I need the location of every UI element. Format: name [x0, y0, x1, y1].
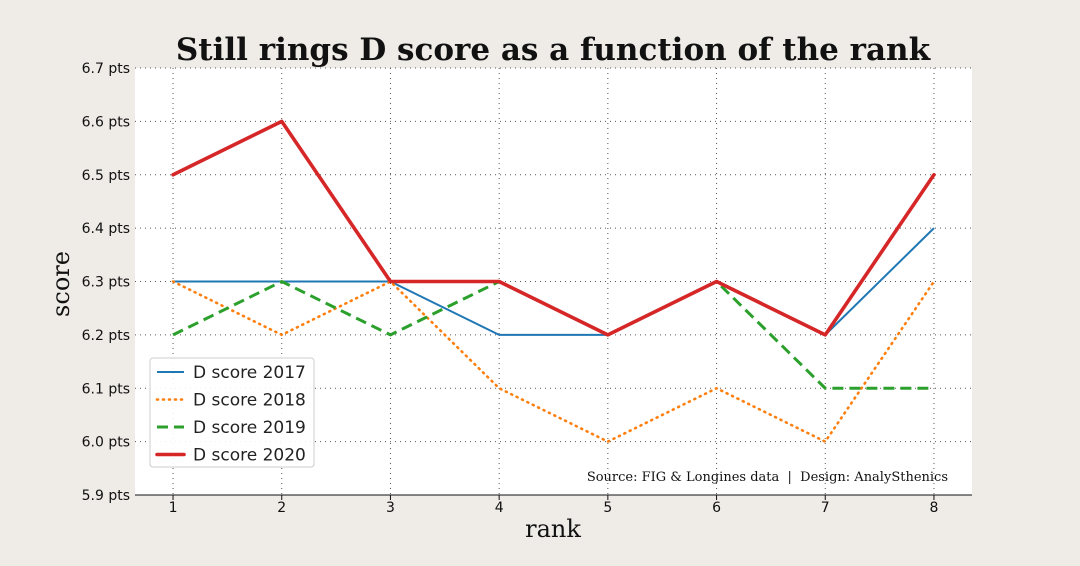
legend-label: D score 2020 — [193, 446, 306, 466]
x-tick-label: 7 — [821, 500, 830, 516]
x-tick-label: 8 — [929, 500, 938, 516]
legend-label: D score 2017 — [193, 363, 306, 383]
y-tick-label: 6.6 pts — [82, 114, 130, 130]
x-tick-label: 1 — [169, 500, 178, 516]
legend-label: D score 2018 — [193, 391, 306, 411]
y-tick-label: 6.2 pts — [82, 328, 130, 344]
legend: D score 2017 D score 2018 D score 2019 D sc… — [149, 357, 315, 468]
x-tick-label: 2 — [277, 500, 286, 516]
series-line-3 — [172, 280, 934, 390]
x-axis-label: rank — [525, 515, 581, 543]
series-layer — [171, 119, 936, 443]
x-tick-label: 3 — [386, 500, 395, 516]
legend-label: D score 2019 — [193, 418, 306, 438]
series-line-4 — [171, 119, 936, 337]
y-tick-label: 6.4 pts — [82, 221, 130, 237]
source-note: Source: FIG & Longines data | Design: An… — [587, 470, 948, 485]
y-tick-label: 6.0 pts — [82, 435, 130, 451]
y-axis-label: score — [47, 251, 75, 317]
y-tick-label: 6.7 pts — [82, 61, 130, 77]
chart-title: Still rings D score as a function of the… — [176, 32, 932, 68]
series-line-2 — [171, 280, 936, 443]
y-ticks: 5.9 pts 6.0 pts 6.1 pts 6.2 pts 6.3 pts 6.4 p… — [82, 61, 130, 504]
y-tick-label: 5.9 pts — [82, 488, 130, 504]
x-ticks: 1 2 3 4 5 6 7 8 — [169, 495, 938, 516]
x-tick-label: 5 — [603, 500, 612, 516]
legend-box — [149, 357, 315, 468]
y-tick-label: 6.1 pts — [82, 381, 130, 397]
x-tick-label: 4 — [495, 500, 504, 516]
y-tick-label: 6.5 pts — [82, 168, 130, 184]
x-tick-label: 6 — [712, 500, 721, 516]
y-tick-label: 6.3 pts — [82, 275, 130, 291]
